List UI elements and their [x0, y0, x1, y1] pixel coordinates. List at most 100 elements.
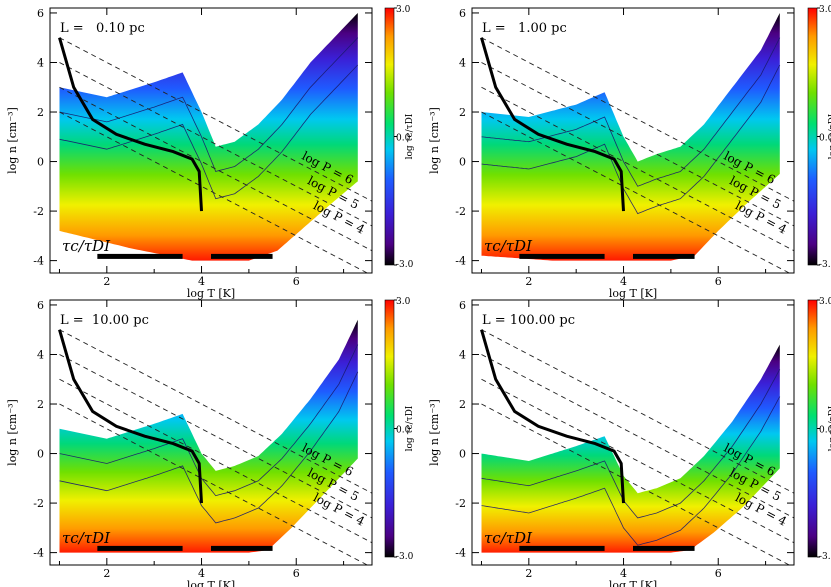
colorbar [384, 7, 395, 266]
equilibrium-curve [480, 329, 625, 504]
colorbar-tick-label: 0.0 [396, 426, 411, 436]
y-axis-label: log n [cm⁻³] [6, 399, 19, 466]
colorbar-tick-label: 3.0 [396, 297, 411, 307]
contour-line-1 [481, 37, 781, 187]
y-tick-label: 2 [459, 398, 466, 411]
y-tick-label: 0 [459, 156, 466, 169]
isobar-logP-3 [481, 111, 791, 273]
x-axis-label: log T [K] [187, 579, 235, 587]
tau-annotation: τc/τDI [62, 529, 111, 547]
equilibrium-curve [58, 329, 203, 504]
colorbar-tick-label: -3.0 [396, 552, 414, 562]
x-tick-label: 4 [620, 275, 627, 288]
y-tick-label: -4 [33, 255, 44, 268]
equilibrium-curve [480, 37, 625, 212]
y-axis-label: log n [cm⁻³] [6, 107, 19, 174]
colorbar-tick-label: -3.0 [396, 260, 414, 270]
isobar-logP-6 [59, 329, 372, 494]
x-tick-label: 6 [715, 275, 722, 288]
y-tick-label: -2 [455, 497, 466, 510]
colorbar [807, 299, 818, 558]
x-tick-label: 6 [293, 567, 300, 580]
x-tick-label: 4 [620, 567, 627, 580]
colorbar [807, 7, 818, 266]
colour-region [481, 13, 780, 261]
colorbar-tick-label: 0.0 [819, 134, 831, 144]
plot-frame [49, 299, 373, 566]
isobar-logP-4 [59, 378, 372, 544]
colorbar-tick-label: 3.0 [396, 5, 411, 15]
y-tick-label: 6 [37, 299, 44, 312]
x-tick-label: 2 [103, 567, 110, 580]
contour-line-1 [59, 37, 359, 172]
tau-bar-1 [519, 545, 605, 551]
colorbar-tick-label: 3.0 [819, 297, 831, 307]
isobar-logP-5 [481, 62, 794, 227]
x-tick-label: 2 [525, 275, 532, 288]
panel-title: L = 1.00 pc [482, 21, 567, 36]
colorbar-tick-label: -3.0 [819, 260, 831, 270]
tau-bar-2 [633, 253, 695, 259]
plot-frame [471, 299, 795, 566]
y-tick-label: 2 [37, 398, 44, 411]
isobar-logP-6 [481, 37, 794, 202]
y-tick-label: -2 [33, 497, 44, 510]
colorbar-tick-label: 3.0 [819, 5, 831, 15]
plot-frame [49, 7, 373, 274]
tau-bar-1 [97, 545, 183, 551]
isobar-logP-5 [481, 354, 794, 519]
contour-line-2 [481, 64, 781, 215]
x-tick-label: 6 [715, 567, 722, 580]
panel-title: L = 0.10 pc [60, 21, 145, 36]
colour-region [59, 13, 358, 261]
y-tick-label: 4 [459, 56, 466, 69]
plot-frame [471, 7, 795, 274]
y-axis-label: log n [cm⁻³] [428, 399, 441, 466]
panel-title: L = 100.00 pc [482, 313, 575, 328]
colorbar-label: log τc/τDI [828, 405, 831, 451]
colorbar-tick-label: -3.0 [819, 552, 831, 562]
colorbar [384, 299, 395, 558]
y-tick-label: 6 [459, 7, 466, 20]
isobar-logP-6 [481, 329, 794, 494]
y-tick-label: 0 [37, 448, 44, 461]
contour-line-2 [481, 396, 781, 546]
tau-bar-2 [633, 545, 695, 551]
isobar-logP-4 [481, 378, 794, 544]
colorbar-tick-label: 0.0 [819, 426, 831, 436]
tau-annotation: τc/τDI [484, 237, 533, 255]
equilibrium-curve [58, 37, 203, 212]
colour-region [59, 319, 358, 553]
tau-bar-1 [519, 253, 605, 259]
contour-line-2 [59, 371, 359, 524]
y-tick-label: 0 [37, 156, 44, 169]
tau-bar-2 [211, 545, 273, 551]
y-tick-label: 0 [459, 448, 466, 461]
y-tick-label: -2 [33, 205, 44, 218]
tau-bar-2 [211, 253, 273, 259]
y-tick-label: 4 [37, 348, 44, 361]
contour-line-1 [481, 369, 781, 519]
colorbar-label: log τc/τDI [828, 113, 831, 159]
tau-annotation: τc/τDI [484, 529, 533, 547]
x-tick-label: 2 [103, 275, 110, 288]
y-tick-label: -4 [33, 547, 44, 560]
tau-annotation: τc/τDI [62, 237, 111, 255]
y-tick-label: 6 [37, 7, 44, 20]
y-tick-label: -4 [455, 255, 466, 268]
isobar-logP-4 [59, 86, 372, 252]
y-tick-label: -2 [455, 205, 466, 218]
y-tick-label: 4 [37, 56, 44, 69]
isobar-logP-3 [59, 403, 369, 565]
x-tick-label: 4 [198, 567, 205, 580]
y-tick-label: 2 [37, 106, 44, 119]
isobar-logP-5 [59, 62, 372, 227]
isobar-logP-5 [59, 354, 372, 519]
y-tick-label: 2 [459, 106, 466, 119]
x-tick-label: 2 [525, 567, 532, 580]
x-axis-label: log T [K] [187, 287, 235, 300]
y-tick-label: -4 [455, 547, 466, 560]
